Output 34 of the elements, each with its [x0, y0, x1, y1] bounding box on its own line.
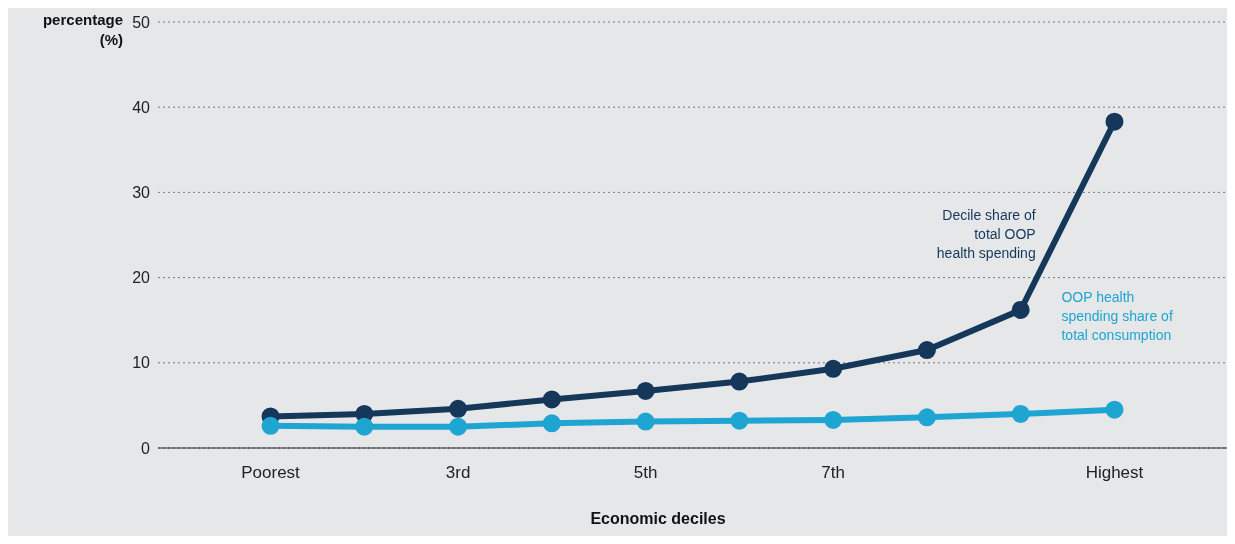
y-tick-label: 10	[132, 354, 151, 372]
y-tick-label: 20	[132, 269, 151, 287]
point	[730, 372, 749, 391]
y-tick-label: 40	[132, 98, 151, 116]
point	[261, 416, 280, 435]
point	[730, 411, 749, 430]
text: OOP health spending share of total consumption	[1061, 288, 1173, 343]
x-tick-label: 3rd	[445, 463, 471, 483]
x-tick-label: 7th	[821, 463, 845, 483]
point	[636, 412, 655, 431]
point	[824, 359, 843, 378]
point	[1105, 112, 1124, 131]
point	[355, 404, 374, 423]
point	[542, 414, 561, 433]
point	[1011, 404, 1030, 423]
point	[449, 417, 468, 436]
point	[1105, 400, 1124, 419]
y-axis-title: percentage (%)	[41, 10, 123, 50]
point	[1011, 300, 1030, 319]
series-label: Decile share of total OOP health spending	[936, 206, 1036, 261]
point	[542, 390, 561, 409]
point	[824, 410, 843, 429]
y-tick-label: 0	[141, 439, 151, 457]
x-axis-title: Economic deciles	[589, 510, 727, 528]
point	[355, 417, 374, 436]
x-tick-label: 5th	[633, 463, 658, 483]
x-tick-label: Highest	[1085, 463, 1144, 483]
y-tick-label: 30	[132, 184, 151, 202]
point	[917, 341, 936, 360]
point	[449, 399, 468, 418]
x-tick-label: Poorest	[241, 463, 301, 483]
y-tick-label: 50	[132, 13, 151, 31]
point	[636, 381, 655, 400]
point	[917, 408, 936, 427]
